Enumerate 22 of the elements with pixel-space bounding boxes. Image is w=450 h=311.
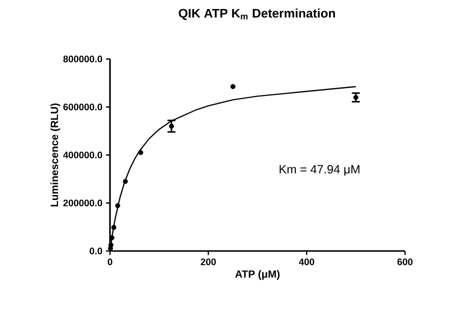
y-tick-label: 200000.0	[63, 200, 102, 206]
x-tick-label: 400	[298, 258, 314, 266]
point	[122, 178, 128, 184]
point	[138, 150, 144, 156]
point	[230, 84, 236, 90]
x-tick-label: 600	[397, 258, 413, 266]
chart-title: QIK ATP K$_{m}$ Determination	[178, 8, 335, 20]
point	[109, 235, 114, 240]
y-tick-label: 800000.0	[63, 56, 102, 62]
point	[108, 242, 114, 248]
y-axis-title: Luminescence (RLU)	[50, 104, 60, 206]
x-tick-label: 200	[200, 258, 216, 266]
x-axis-title: ATP (μM)	[235, 270, 280, 280]
point	[115, 203, 120, 208]
annotation: Km = 47.94 μM	[280, 165, 360, 176]
y-tick-label: 600000.0	[63, 104, 102, 110]
y-tick-label: 0.0	[90, 248, 102, 254]
y-tick-label: 400000.0	[63, 152, 102, 158]
x-tick-label: 0	[108, 258, 112, 266]
point	[111, 224, 116, 230]
point	[353, 94, 358, 100]
point	[168, 124, 174, 129]
